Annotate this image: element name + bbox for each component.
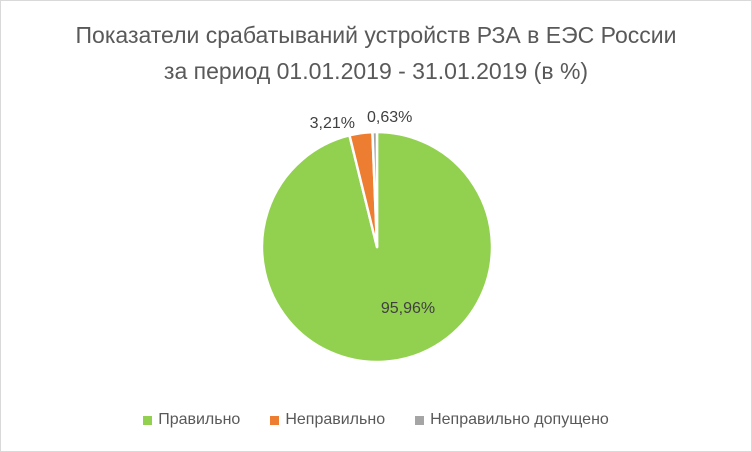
pie-slice-nepravilno-dopushcheno	[371, 130, 379, 249]
legend-item-pravilno: Правильно	[143, 411, 240, 429]
legend-item-nepravilno-dopushcheno: Неправильно допущено	[415, 411, 609, 429]
chart-title-line-1: Показатели срабатываний устройств РЗА в …	[75, 22, 677, 48]
legend-label-nepravilno: Неправильно	[285, 411, 386, 428]
legend-item-nepravilno: Неправильно	[270, 411, 385, 429]
legend-label-pravilno: Правильно	[158, 411, 241, 428]
data-label-nepravilno: 3,21%	[310, 115, 355, 132]
legend-swatch-pravilno	[143, 415, 153, 425]
chart-title: Показатели срабатываний устройств РЗА в …	[1, 17, 751, 89]
legend-swatch-nepravilno	[270, 415, 280, 425]
data-label-nepravilno-dopushcheno: 0,63%	[367, 109, 412, 126]
data-label-pravilno: 95,96%	[381, 300, 435, 317]
legend: Правильно Неправильно Неправильно допущено	[1, 411, 751, 429]
chart-title-line-2: за период 01.01.2019 - 31.01.2019 (в %)	[163, 58, 589, 84]
legend-label-nepravilno-dopushcheno: Неправильно допущено	[430, 411, 609, 428]
legend-swatch-nepravilno-dopushcheno	[415, 415, 425, 425]
